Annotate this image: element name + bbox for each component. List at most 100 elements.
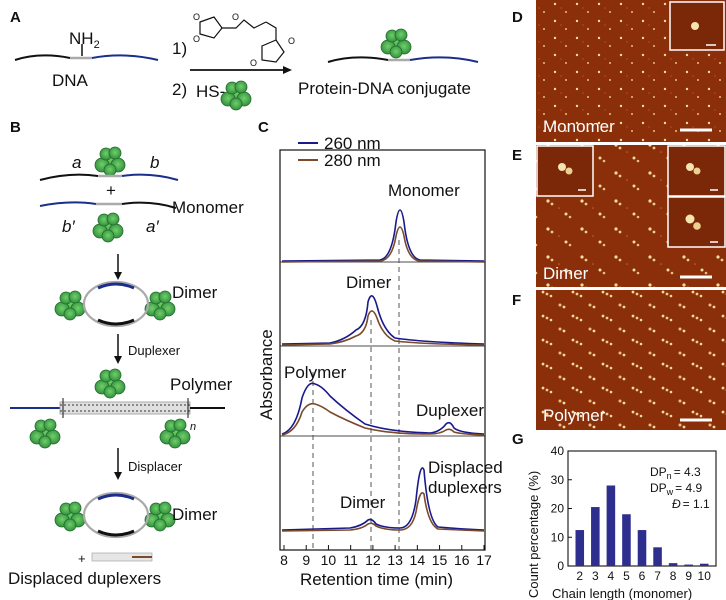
- chromatogram-xtick-label: 10: [321, 552, 337, 568]
- chromatogram-xtick-label: 9: [302, 552, 310, 568]
- chromatogram-xticks: 8 9 10 11 12 13 14 15 16 17: [280, 545, 492, 568]
- trace-label-polymer: Polymer: [284, 363, 347, 382]
- svg-text:O: O: [193, 34, 200, 44]
- panel-a: A NH2 DNA 1) 2) O O O O O HS- Protein-DN…: [10, 9, 479, 111]
- afm-dimer-inset-1: [536, 145, 594, 197]
- dimer2-duplex-top: [97, 493, 135, 501]
- polymer-label: Polymer: [170, 375, 233, 394]
- hist-xtick-label: 10: [698, 569, 712, 583]
- trace-label-duplexer: Duplexer: [416, 401, 484, 420]
- panel-label-e: E: [512, 147, 522, 164]
- afm-monomer-label: Monomer: [543, 117, 615, 136]
- polymer-protein-left: [29, 418, 61, 449]
- hist-bar-6: [637, 530, 647, 566]
- panel-label-b: B: [10, 119, 21, 136]
- trace-label-dimer2: Dimer: [340, 493, 386, 512]
- hist-ytick-label: 0: [557, 559, 564, 573]
- conjugate-protein-icon: [380, 28, 412, 59]
- afm-dimer-inset-3: [667, 196, 726, 248]
- chromatogram-xtick-label: 17: [476, 552, 492, 568]
- thiol-label: HS-: [196, 82, 225, 101]
- repeat-n-label: n: [190, 421, 196, 433]
- trace-polymer-260: [281, 382, 485, 435]
- trace-displaced-260: [281, 467, 485, 531]
- chromatogram-xtick-label: 11: [343, 552, 358, 568]
- chromatogram-xtick-label: 14: [410, 552, 426, 568]
- hist-dispersity: Đ = 1.1: [672, 497, 710, 511]
- legend-260-label: 260 nm: [324, 134, 381, 153]
- hist-xtick-label: 6: [639, 569, 646, 583]
- hist-dpw: DPw = 4.9: [650, 481, 703, 497]
- hist-xtick-label: 8: [670, 569, 677, 583]
- dimer2-label: Dimer: [172, 505, 218, 524]
- afm-dimer-inset-2: [667, 145, 726, 197]
- legend-280-label: 280 nm: [324, 151, 381, 170]
- trace-dimer-260: [281, 295, 485, 345]
- trace-dimer-280: [281, 310, 485, 346]
- dimer-duplex-top: [97, 282, 135, 290]
- dna-strand-right: [91, 54, 159, 61]
- plus-label: +: [106, 181, 116, 200]
- panel-c: C 260 nm 280 nm Monomer Dimer Polymer Du…: [257, 119, 503, 589]
- chromatogram-xtick-label: 8: [280, 552, 288, 568]
- afm-dimer-inset-3-particle-a: [685, 214, 695, 224]
- dimer-label: Dimer: [172, 283, 218, 302]
- hist-xlabel: Chain length (monomer): [552, 586, 692, 600]
- svg-text:O: O: [250, 58, 257, 68]
- reaction-arrowhead: [283, 66, 292, 74]
- hist-ytick-label: 10: [551, 530, 565, 544]
- duplexer-label: Duplexer: [128, 343, 181, 358]
- chromatogram-xtick-label: 15: [432, 552, 448, 568]
- hist-bar-7: [653, 547, 662, 566]
- hist-bar-9: [684, 564, 693, 566]
- sulfo-smcc-structure: O O O O O: [193, 12, 295, 68]
- svg-text:O: O: [232, 12, 239, 22]
- polymer-protein-right: [159, 418, 191, 449]
- chromatogram-xtick-label: 13: [387, 552, 403, 568]
- afm-dimer-inset-2-particle-b: [693, 167, 701, 175]
- panel-g: G 0 10 20 30 40 2 3 4 5 6 7 8 9 10 Count percentage …: [512, 431, 717, 600]
- strand-b: [121, 173, 179, 181]
- monomer-label: Monomer: [172, 198, 244, 217]
- hist-xtick-label: 2: [576, 569, 583, 583]
- displaced-label: Displaced duplexers: [8, 569, 161, 588]
- dimer2-protein-right: [144, 501, 176, 532]
- chromatogram-xtick-label: 16: [454, 552, 470, 568]
- seg-a-label: a: [72, 153, 81, 172]
- afm-dimer-inset-1-particle-b: [565, 167, 573, 175]
- chromatogram-frame: [279, 149, 486, 551]
- strand-a: [39, 173, 99, 181]
- trace-monomer-260: [281, 209, 485, 262]
- trace-label-displaced-1: Displaced: [428, 458, 503, 477]
- strand-ap: [121, 201, 177, 209]
- hist-xtick-label: 9: [685, 569, 692, 583]
- hist-bar-10: [699, 563, 709, 566]
- hist-ytick-label: 30: [551, 473, 565, 487]
- dimer2-ring: [82, 491, 150, 539]
- hist-bar-3: [591, 507, 600, 566]
- strand-bp: [39, 201, 97, 207]
- afm-dimer-label: Dimer: [543, 264, 589, 283]
- hist-dpn: DPn = 4.3: [650, 465, 701, 481]
- seg-b-label: b: [150, 153, 159, 172]
- hist-xtick-label: 7: [654, 569, 661, 583]
- monomer-protein-bottom: [92, 212, 124, 243]
- hist-bar-2: [575, 530, 585, 566]
- afm-polymer-label: Polymer: [543, 406, 606, 425]
- dimer2-duplex-bottom: [97, 529, 135, 537]
- dimer-protein-right: [144, 290, 176, 321]
- panel-label-g: G: [512, 431, 524, 448]
- hist-ytick-label: 20: [551, 502, 565, 516]
- hist-xtick-label: 5: [623, 569, 630, 583]
- dna-strand-left: [14, 54, 71, 61]
- dimer-protein-left: [54, 290, 86, 321]
- hist-ytick-label: 40: [551, 444, 565, 458]
- panel-e: E Dimer: [512, 145, 726, 287]
- panel-b: B a b + b′ a′ Monomer Dimer Duplexer Pol…: [8, 119, 244, 588]
- hist-bars: [575, 485, 709, 566]
- dna-label: DNA: [52, 71, 89, 90]
- panel-d: D Monomer: [512, 0, 726, 142]
- seg-bp-label: b′: [62, 217, 75, 236]
- hist-yticks: 0 10 20 30 40: [551, 444, 572, 573]
